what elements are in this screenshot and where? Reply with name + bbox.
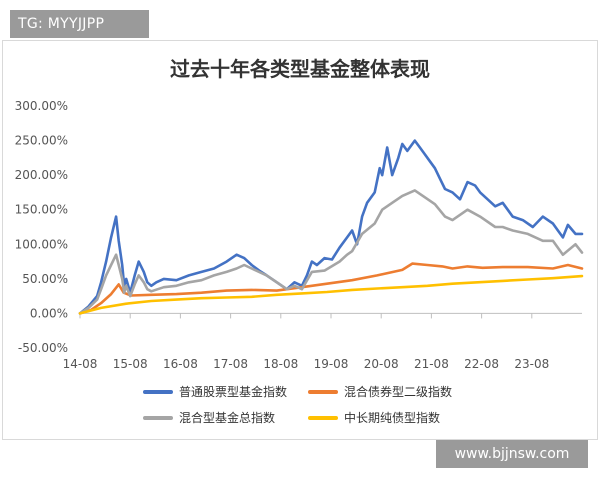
x-axis: 14-08 15-08 16-08 17-08 18-08 19-08 20-08 21-08… (63, 312, 582, 371)
watermark-top: TG: MYYJJPP (10, 10, 149, 38)
y-tick-label: 0.00% (30, 306, 68, 320)
legend-label: 中长期纯债型指数 (344, 410, 440, 425)
watermark-bottom: www.bjjnsw.com (436, 440, 588, 468)
series-line-4 (78, 274, 584, 315)
chart-frame (2, 40, 598, 440)
y-tick-label: 250.00% (15, 134, 68, 148)
series-line-3 (78, 189, 584, 315)
y-tick-label: 50.00% (22, 272, 68, 286)
legend-label: 混合型基金总指数 (179, 410, 275, 425)
x-tick-label: 15-08 (113, 357, 148, 371)
series-line-1 (78, 139, 584, 315)
x-tick-label: 22-08 (464, 357, 499, 371)
series-line-2 (78, 262, 584, 315)
y-tick-label: 200.00% (15, 168, 68, 182)
y-axis-labels: -50.00% 0.00% 50.00% 100.00% 150.00% 200.00% 2… (15, 99, 68, 355)
x-tick-label: 16-08 (163, 357, 198, 371)
y-tick-label: 150.00% (15, 203, 68, 217)
legend-label: 普通股票型基金指数 (179, 384, 287, 399)
y-tick-label: 100.00% (15, 237, 68, 251)
x-tick-label: 14-08 (63, 357, 98, 371)
x-tick-label: 20-08 (364, 357, 399, 371)
x-tick-label: 18-08 (263, 357, 298, 371)
x-tick-label: 17-08 (213, 357, 248, 371)
y-tick-label: 300.00% (15, 99, 68, 113)
legend-label: 混合债券型二级指数 (344, 384, 452, 399)
y-tick-label: -50.00% (18, 341, 68, 355)
x-tick-label: 21-08 (414, 357, 449, 371)
x-tick-label: 23-08 (514, 357, 549, 371)
chart-title: 过去十年各类型基金整体表现 (170, 57, 430, 81)
series-lines (78, 139, 584, 315)
x-tick-label: 19-08 (314, 357, 349, 371)
